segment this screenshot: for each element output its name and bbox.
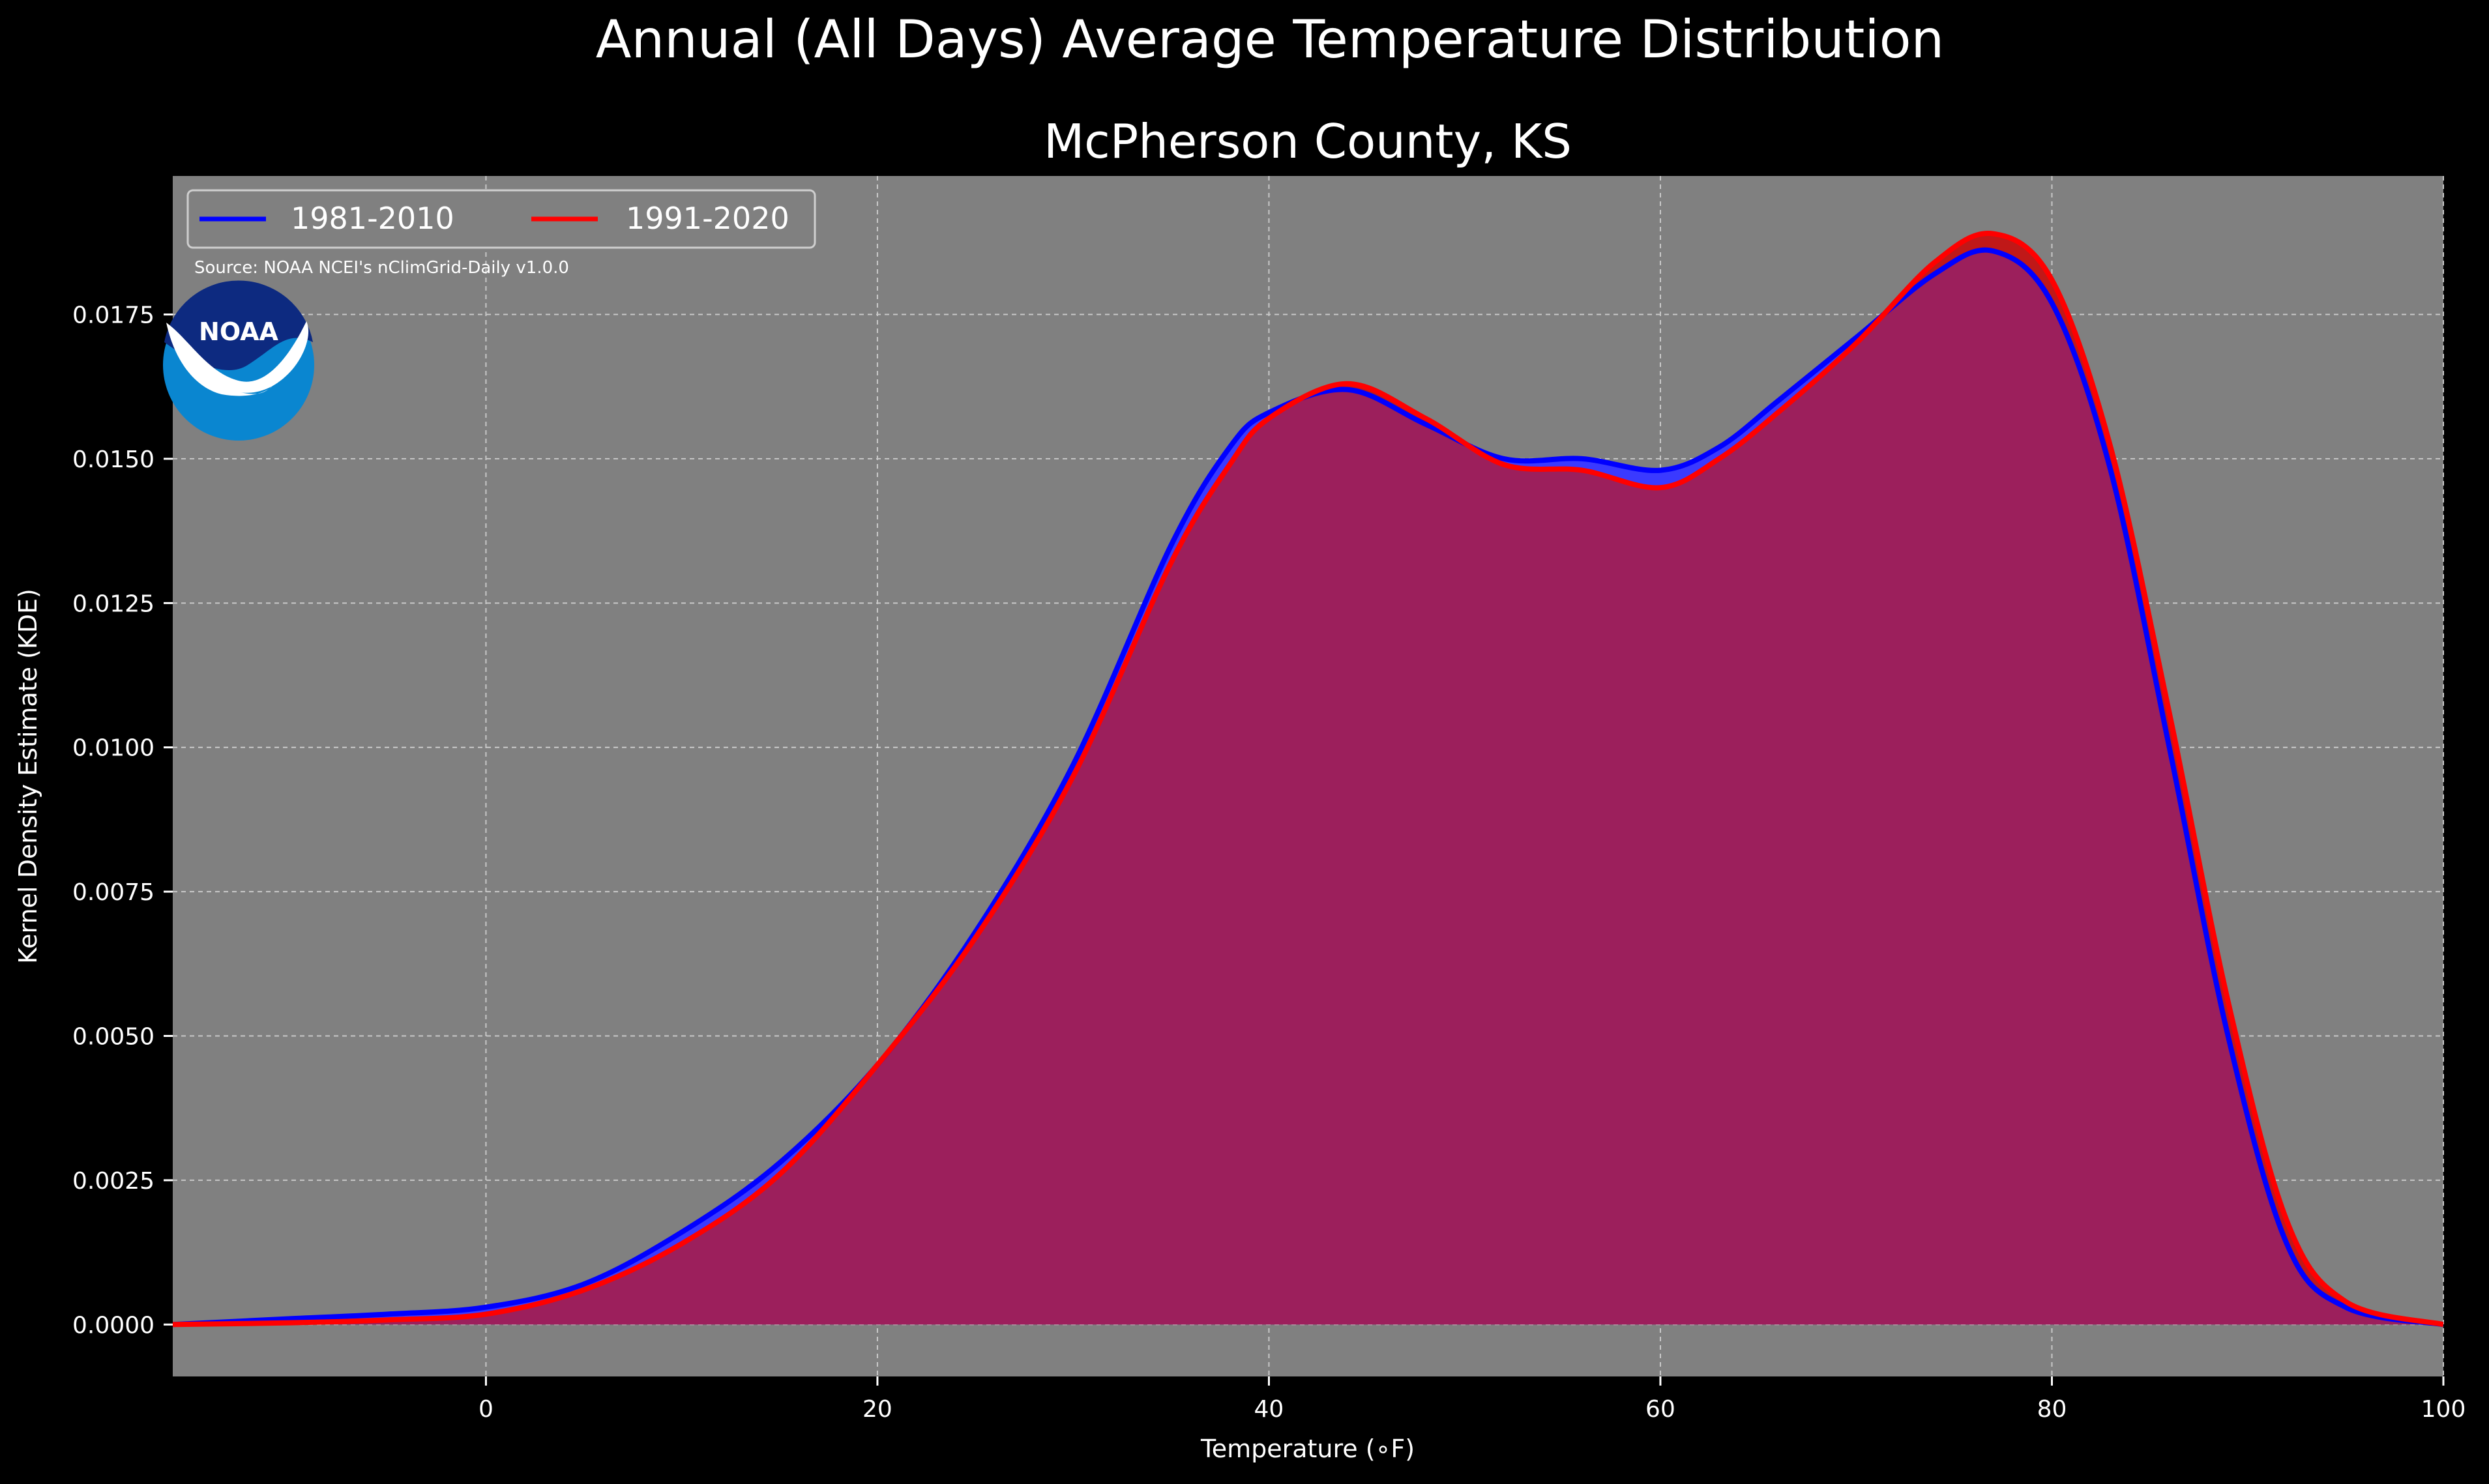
x-tick-label: 100 — [2421, 1396, 2466, 1423]
y-tick-label: 0.0025 — [72, 1168, 155, 1195]
x-tick-label: 40 — [1254, 1396, 1284, 1423]
y-axis-label: Kernel Density Estimate (KDE) — [14, 589, 42, 964]
legend-box — [186, 189, 816, 249]
x-tick-label: 0 — [479, 1396, 493, 1423]
chart-title: Annual (All Days) Average Temperature Di… — [596, 9, 1944, 70]
legend-label-1991-2020: 1991-2020 — [626, 201, 789, 236]
noaa-logo: NOAA — [163, 280, 314, 441]
x-axis-label: Temperature (∘F) — [1200, 1434, 1415, 1463]
legend-label-1981-2010: 1981-2010 — [291, 201, 454, 236]
series-layer — [173, 230, 2443, 1328]
y-tick-label: 0.0150 — [72, 446, 155, 473]
source-note: Source: NOAA NCEI's nClimGrid-Daily v1.0… — [194, 258, 569, 278]
x-axis: 0 20 40 60 80 100 — [479, 1376, 2466, 1423]
y-tick-label: 0.0050 — [72, 1024, 155, 1051]
noaa-logo-gull-icon — [166, 321, 309, 396]
x-tick-label: 60 — [1645, 1396, 1675, 1423]
y-tick-label: 0.0125 — [72, 590, 155, 617]
chart-subtitle: McPherson County, KS — [1044, 114, 1572, 169]
noaa-logo-text: NOAA — [199, 317, 278, 346]
y-tick-label: 0.0175 — [72, 302, 155, 329]
area-overlap — [173, 250, 2443, 1325]
noaa-logo-upper — [164, 280, 313, 370]
y-axis: 0.0000 0.0025 0.0050 0.0075 0.0100 0.0125 0.01… — [72, 302, 173, 1339]
x-tick-label: 80 — [2037, 1396, 2067, 1423]
y-tick-label: 0.0075 — [72, 879, 155, 906]
legend: 1981-2010 1991-2020 — [186, 189, 816, 249]
x-tick-label: 20 — [862, 1396, 892, 1423]
y-tick-label: 0.0100 — [72, 735, 155, 762]
y-tick-label: 0.0000 — [72, 1312, 155, 1339]
line-1991-2020 — [173, 230, 2443, 1328]
